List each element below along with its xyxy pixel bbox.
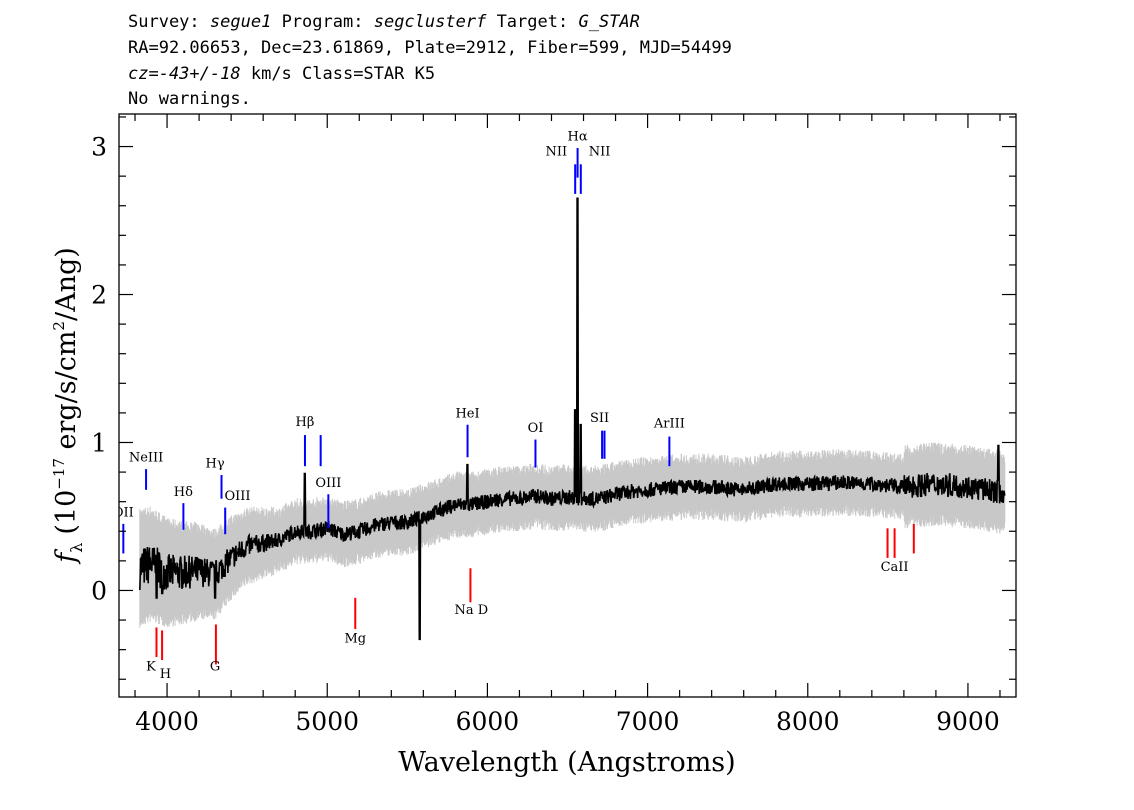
- absorption-line-label: Mg: [344, 631, 366, 646]
- class-text: km/s Class=STAR K5: [251, 64, 435, 84]
- y-tick-label: 1: [91, 428, 107, 457]
- program-value: segclusterf: [374, 12, 487, 32]
- program-label: Program:: [282, 12, 364, 32]
- x-axis-label: Wavelength (Angstroms): [398, 747, 735, 778]
- y-tick-label: 0: [91, 576, 107, 605]
- emission-line-label: SII: [590, 411, 609, 426]
- absorption-line-label: H: [160, 667, 171, 682]
- x-axis-ticks: 4000 5000 6000 7000 8000 9000: [134, 114, 1001, 736]
- emission-line-label: Hγ: [206, 457, 225, 472]
- header-line-4: No warnings.: [128, 89, 251, 109]
- emission-line-label: NeIII: [129, 451, 163, 466]
- y-label-a: (10: [51, 490, 82, 535]
- emission-line-label: NII: [589, 144, 611, 159]
- y-axis-ticks: 0 1 2 3: [91, 116, 1016, 680]
- target-label: Target:: [497, 12, 569, 32]
- emission-line-label: HeI: [455, 406, 479, 421]
- flux-line: [139, 197, 1006, 641]
- y-label-f: f: [51, 549, 82, 565]
- emission-line-label: OIII: [315, 476, 341, 491]
- y-label-c: /Ang): [51, 247, 82, 321]
- y-axis-label: fλ (10−17 erg/s/cm2/Ang): [50, 247, 86, 565]
- y-tick-label: 3: [91, 133, 107, 162]
- target-value: G_STAR: [578, 12, 639, 32]
- survey-value: segue1: [210, 12, 271, 32]
- figure-header: Survey: segue1 Program: segclusterf Targ…: [128, 12, 732, 109]
- absorption-line-label: CaII: [881, 560, 909, 575]
- plot-frame: [118, 113, 1017, 698]
- x-tick-label: 9000: [936, 707, 1000, 736]
- y-tick-label: 2: [91, 281, 107, 310]
- absorption-line-label: Na D: [455, 603, 489, 618]
- y-label-b: erg/s/cm: [51, 331, 82, 459]
- error-band: [139, 442, 1006, 628]
- redshift-value: cz=-43+/-18: [128, 64, 241, 84]
- absorption-line-markers: K H G Mg Na D CaII: [146, 523, 915, 682]
- x-tick-label: 5000: [295, 707, 359, 736]
- header-line-1: Survey: segue1 Program: segclusterf Targ…: [128, 12, 640, 32]
- emission-line-label: Hβ: [296, 415, 315, 430]
- header-line-2: RA=92.06653, Dec=23.61869, Plate=2912, F…: [128, 38, 732, 58]
- absorption-line-label: G: [210, 659, 220, 674]
- axes: 4000 5000 6000 7000 8000 9000 0 1 2 3: [91, 113, 1017, 736]
- survey-label: Survey:: [128, 12, 200, 32]
- emission-line-label: OIII: [224, 489, 250, 504]
- emission-line-label: ArIII: [653, 417, 685, 432]
- x-tick-label: 6000: [456, 707, 520, 736]
- x-tick-label: 7000: [616, 707, 680, 736]
- emission-line-label: OI: [528, 421, 544, 436]
- y-label-exp: −17: [50, 458, 68, 490]
- absorption-line-label: K: [146, 659, 156, 674]
- emission-line-label: NII: [545, 144, 567, 159]
- header-line-3: cz=-43+/-18 km/s Class=STAR K5: [128, 64, 435, 84]
- x-tick-label: 4000: [135, 707, 199, 736]
- emission-line-label: Hα: [568, 130, 588, 145]
- emission-line-label: OII: [113, 505, 134, 520]
- emission-line-label: Hδ: [174, 485, 193, 500]
- y-label-exp2: 2: [50, 321, 68, 331]
- x-tick-label: 8000: [776, 707, 840, 736]
- y-label-sub: λ: [67, 543, 86, 553]
